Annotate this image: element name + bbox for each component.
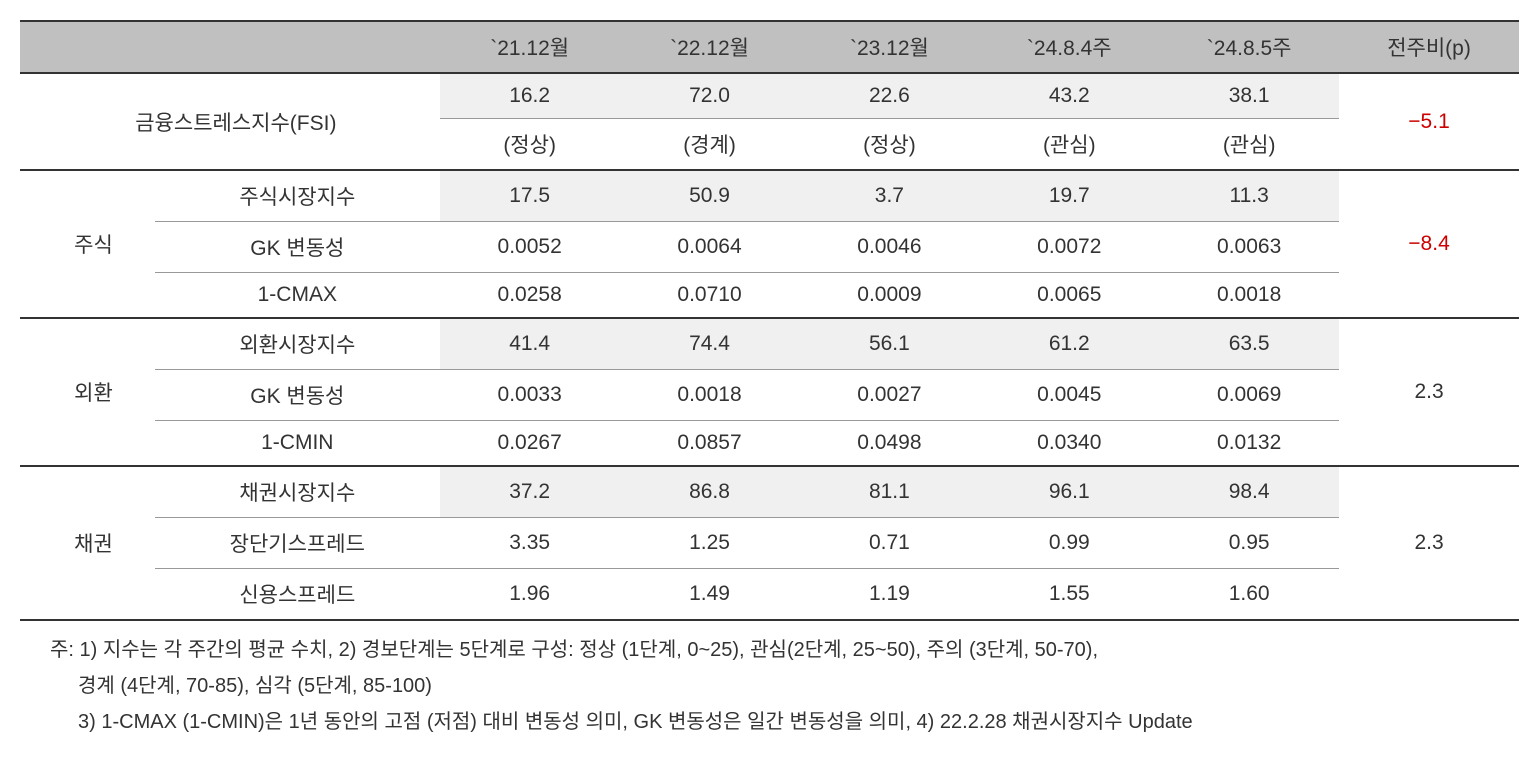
bond-2-2: 1.19 [799, 569, 979, 621]
stock-sublabel-0: 주식시장지수 [155, 170, 440, 222]
header-col6: 전주비(p) [1339, 21, 1519, 73]
stock-0-2: 3.7 [799, 170, 979, 222]
footnote-line-3: 3) 1-CMAX (1-CMIN)은 1년 동안의 고점 (저점) 대비 변동… [50, 705, 1519, 739]
fsi-val-2: 22.6 [799, 73, 979, 119]
fsi-status-3: (관심) [979, 119, 1159, 171]
fx-2-2: 0.0498 [799, 421, 979, 467]
fsi-val-3: 43.2 [979, 73, 1159, 119]
bond-2-4: 1.60 [1159, 569, 1339, 621]
footnote-line-1: 주: 1) 지수는 각 주간의 평균 수치, 2) 경보단계는 5단계로 구성:… [50, 633, 1519, 667]
stock-row-2: 1-CMAX 0.0258 0.0710 0.0009 0.0065 0.001… [20, 273, 1519, 319]
fx-2-0: 0.0267 [440, 421, 620, 467]
fx-1-3: 0.0045 [979, 370, 1159, 421]
bond-change: 2.3 [1339, 466, 1519, 620]
bond-row-0: 채권 채권시장지수 37.2 86.8 81.1 96.1 98.4 2.3 [20, 466, 1519, 518]
bond-2-0: 1.96 [440, 569, 620, 621]
header-row: `21.12월 `22.12월 `23.12월 `24.8.4주 `24.8.5… [20, 21, 1519, 73]
fx-2-1: 0.0857 [620, 421, 800, 467]
fsi-value-row: 금융스트레스지수(FSI) 16.2 72.0 22.6 43.2 38.1 −… [20, 73, 1519, 119]
bond-1-1: 1.25 [620, 518, 800, 569]
fx-2-3: 0.0340 [979, 421, 1159, 467]
header-blank [20, 21, 440, 73]
fsi-val-4: 38.1 [1159, 73, 1339, 119]
fx-sublabel-2: 1-CMIN [155, 421, 440, 467]
fx-row-2: 1-CMIN 0.0267 0.0857 0.0498 0.0340 0.013… [20, 421, 1519, 467]
fsi-table: `21.12월 `22.12월 `23.12월 `24.8.4주 `24.8.5… [20, 20, 1519, 621]
fx-1-2: 0.0027 [799, 370, 979, 421]
bond-1-3: 0.99 [979, 518, 1159, 569]
bond-0-4: 98.4 [1159, 466, 1339, 518]
stock-1-4: 0.0063 [1159, 222, 1339, 273]
fx-sublabel-1: GK 변동성 [155, 370, 440, 421]
bond-1-0: 3.35 [440, 518, 620, 569]
fx-sublabel-0: 외환시장지수 [155, 318, 440, 370]
bond-sublabel-1: 장단기스프레드 [155, 518, 440, 569]
stock-sublabel-2: 1-CMAX [155, 273, 440, 319]
bond-1-2: 0.71 [799, 518, 979, 569]
fx-1-1: 0.0018 [620, 370, 800, 421]
bond-row-1: 장단기스프레드 3.35 1.25 0.71 0.99 0.95 [20, 518, 1519, 569]
stock-2-2: 0.0009 [799, 273, 979, 319]
fx-2-4: 0.0132 [1159, 421, 1339, 467]
bond-label: 채권 [20, 466, 155, 620]
footnote-line-2: 경계 (4단계, 70-85), 심각 (5단계, 85-100) [50, 669, 1519, 703]
header-col5: `24.8.5주 [1159, 21, 1339, 73]
fx-0-3: 61.2 [979, 318, 1159, 370]
fx-0-0: 41.4 [440, 318, 620, 370]
fx-0-2: 56.1 [799, 318, 979, 370]
stock-0-4: 11.3 [1159, 170, 1339, 222]
fx-0-1: 74.4 [620, 318, 800, 370]
fsi-table-container: `21.12월 `22.12월 `23.12월 `24.8.4주 `24.8.5… [20, 20, 1519, 739]
header-col2: `22.12월 [620, 21, 800, 73]
fx-row-0: 외환 외환시장지수 41.4 74.4 56.1 61.2 63.5 2.3 [20, 318, 1519, 370]
fsi-label: 금융스트레스지수(FSI) [20, 73, 440, 170]
fx-change: 2.3 [1339, 318, 1519, 466]
bond-row-2: 신용스프레드 1.96 1.49 1.19 1.55 1.60 [20, 569, 1519, 621]
stock-2-3: 0.0065 [979, 273, 1159, 319]
stock-2-1: 0.0710 [620, 273, 800, 319]
fx-row-1: GK 변동성 0.0033 0.0018 0.0027 0.0045 0.006… [20, 370, 1519, 421]
bond-2-1: 1.49 [620, 569, 800, 621]
stock-0-3: 19.7 [979, 170, 1159, 222]
fx-1-0: 0.0033 [440, 370, 620, 421]
bond-0-0: 37.2 [440, 466, 620, 518]
bond-1-4: 0.95 [1159, 518, 1339, 569]
bond-0-1: 86.8 [620, 466, 800, 518]
stock-2-0: 0.0258 [440, 273, 620, 319]
stock-change: −8.4 [1339, 170, 1519, 318]
bond-sublabel-2: 신용스프레드 [155, 569, 440, 621]
stock-row-1: GK 변동성 0.0052 0.0064 0.0046 0.0072 0.006… [20, 222, 1519, 273]
fsi-val-1: 72.0 [620, 73, 800, 119]
stock-0-1: 50.9 [620, 170, 800, 222]
stock-0-0: 17.5 [440, 170, 620, 222]
fx-label: 외환 [20, 318, 155, 466]
stock-label: 주식 [20, 170, 155, 318]
stock-1-2: 0.0046 [799, 222, 979, 273]
stock-1-0: 0.0052 [440, 222, 620, 273]
fsi-change: −5.1 [1339, 73, 1519, 170]
stock-1-1: 0.0064 [620, 222, 800, 273]
bond-0-3: 96.1 [979, 466, 1159, 518]
stock-1-3: 0.0072 [979, 222, 1159, 273]
header-col4: `24.8.4주 [979, 21, 1159, 73]
fsi-status-2: (정상) [799, 119, 979, 171]
fsi-val-0: 16.2 [440, 73, 620, 119]
header-col1: `21.12월 [440, 21, 620, 73]
stock-2-4: 0.0018 [1159, 273, 1339, 319]
fx-1-4: 0.0069 [1159, 370, 1339, 421]
fsi-status-0: (정상) [440, 119, 620, 171]
fsi-status-1: (경계) [620, 119, 800, 171]
header-col3: `23.12월 [799, 21, 979, 73]
bond-2-3: 1.55 [979, 569, 1159, 621]
fx-0-4: 63.5 [1159, 318, 1339, 370]
bond-sublabel-0: 채권시장지수 [155, 466, 440, 518]
bond-0-2: 81.1 [799, 466, 979, 518]
footnotes: 주: 1) 지수는 각 주간의 평균 수치, 2) 경보단계는 5단계로 구성:… [20, 633, 1519, 739]
fsi-status-4: (관심) [1159, 119, 1339, 171]
stock-sublabel-1: GK 변동성 [155, 222, 440, 273]
stock-row-0: 주식 주식시장지수 17.5 50.9 3.7 19.7 11.3 −8.4 [20, 170, 1519, 222]
